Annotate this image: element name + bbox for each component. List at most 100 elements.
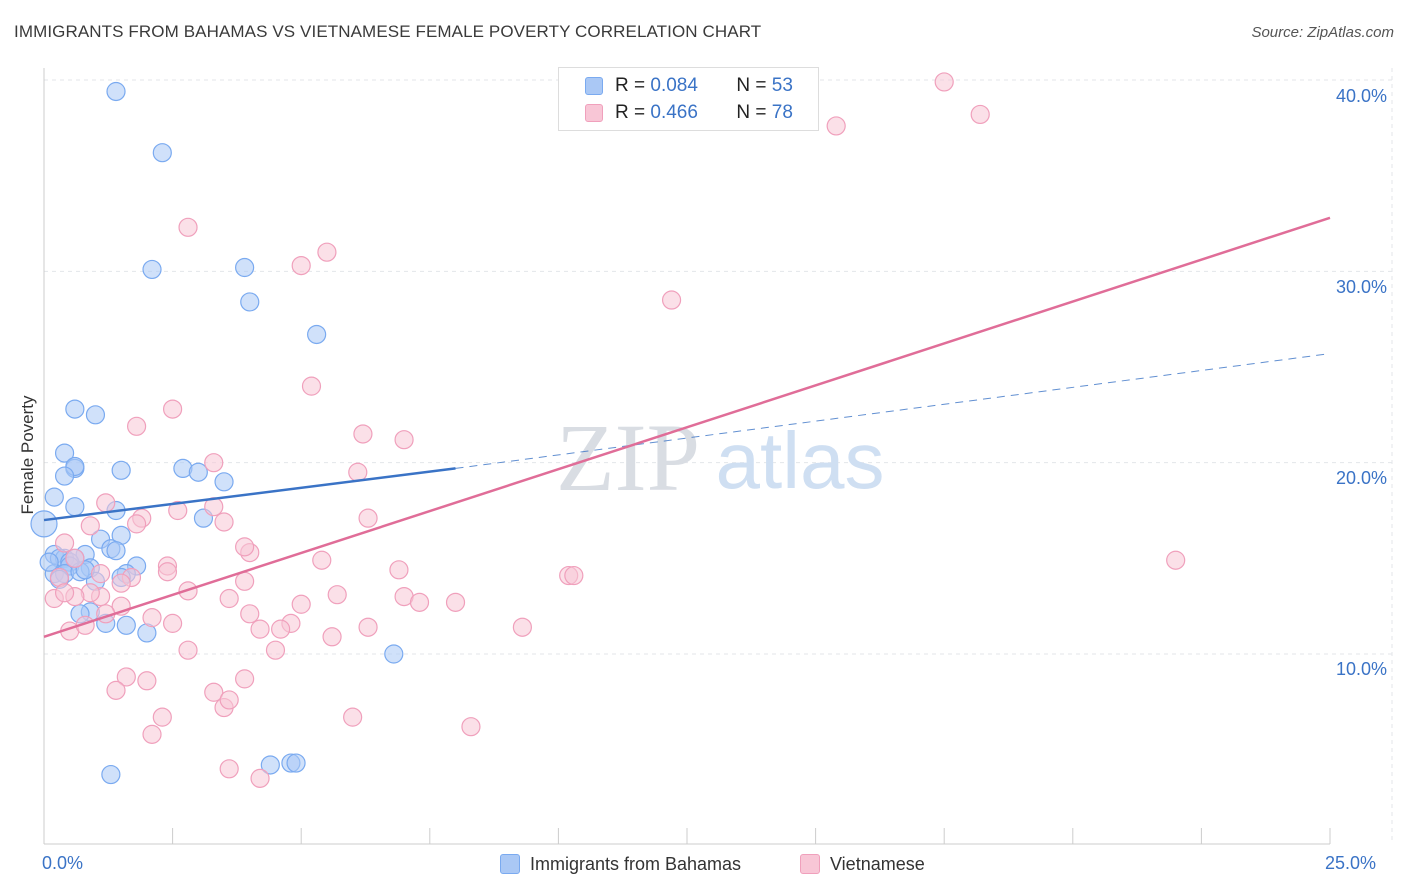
trend-line-bahamas	[43, 467, 456, 522]
point-vietnamese	[358, 508, 378, 528]
point-vietnamese	[214, 512, 234, 532]
point-bahamas	[101, 764, 121, 785]
watermark-zip: ZIP	[556, 404, 700, 511]
legend-r-label: R =	[615, 75, 651, 96]
point-bahamas	[260, 755, 280, 775]
point-bahamas	[85, 405, 106, 425]
point-bahamas	[65, 399, 85, 419]
point-vietnamese	[219, 759, 239, 779]
point-vietnamese	[90, 564, 111, 584]
point-vietnamese	[106, 680, 126, 700]
point-vietnamese	[343, 707, 363, 727]
point-vietnamese	[271, 619, 291, 639]
point-vietnamese	[445, 592, 466, 612]
point-bahamas	[106, 541, 126, 561]
chart-title: IMMIGRANTS FROM BAHAMAS VS VIETNAMESE FE…	[14, 22, 762, 41]
point-bahamas	[384, 644, 404, 664]
point-vietnamese	[250, 768, 270, 788]
point-vietnamese	[358, 617, 378, 637]
point-bahamas	[188, 462, 208, 482]
point-vietnamese	[250, 619, 270, 639]
point-bahamas	[286, 753, 306, 773]
point-vietnamese	[291, 255, 311, 276]
point-vietnamese	[65, 548, 85, 568]
legend-row-vietnamese: R = 0.466 N = 78	[585, 101, 793, 125]
legend-swatch-bahamas	[585, 77, 603, 95]
bottom-legend-label-vietnamese: Vietnamese	[830, 853, 925, 874]
point-vietnamese	[322, 627, 342, 647]
point-bahamas	[111, 460, 131, 480]
legend-n-value: 53	[771, 75, 793, 96]
point-vietnamese	[204, 453, 224, 473]
point-vietnamese	[142, 724, 162, 744]
point-vietnamese	[219, 690, 239, 710]
x-tick-label-max: 25.0%	[1325, 853, 1377, 873]
bottom-legend-vietnamese: Vietnamese	[800, 852, 925, 876]
legend-r-value: 0.084	[650, 75, 698, 96]
point-vietnamese	[394, 430, 414, 450]
point-vietnamese	[178, 640, 198, 660]
point-vietnamese	[291, 594, 311, 614]
point-vietnamese	[317, 242, 337, 262]
point-vietnamese	[116, 667, 136, 687]
point-vietnamese	[152, 707, 172, 727]
point-vietnamese	[312, 550, 332, 570]
point-vietnamese	[389, 560, 409, 580]
point-bahamas	[152, 143, 172, 163]
point-vietnamese	[111, 573, 131, 593]
point-bahamas	[54, 466, 75, 486]
point-vietnamese	[54, 533, 75, 553]
point-vietnamese	[1166, 550, 1186, 570]
point-bahamas	[116, 615, 136, 635]
point-vietnamese	[178, 217, 198, 237]
point-vietnamese	[163, 399, 183, 419]
point-vietnamese	[54, 583, 75, 603]
legend-n-value: 78	[771, 102, 793, 123]
source-label: Source: ZipAtlas.com	[1251, 24, 1394, 41]
point-vietnamese	[970, 104, 990, 125]
point-vietnamese	[265, 640, 286, 660]
point-vietnamese	[826, 116, 846, 136]
axes	[43, 68, 1331, 845]
y-tick-label-40: 40.0%	[1336, 86, 1388, 106]
bottom-legend-bahamas: Immigrants from Bahamas	[500, 852, 741, 876]
point-bahamas	[39, 552, 59, 572]
point-vietnamese	[934, 72, 954, 92]
point-bahamas	[106, 81, 126, 102]
watermark: ZIP atlas	[556, 404, 884, 511]
watermark-atlas: atlas	[716, 416, 885, 505]
point-vietnamese	[564, 565, 584, 586]
point-vietnamese	[235, 669, 255, 689]
point-vietnamese	[301, 376, 322, 396]
correlation-legend: R = 0.084 N = 53 R = 0.466 N = 78	[558, 67, 819, 131]
point-vietnamese	[240, 604, 260, 624]
point-vietnamese	[348, 462, 368, 482]
legend-row-bahamas: R = 0.084 N = 53	[585, 74, 793, 98]
point-vietnamese	[137, 671, 157, 691]
point-vietnamese	[163, 613, 183, 633]
bottom-legend-label-bahamas: Immigrants from Bahamas	[530, 853, 742, 874]
point-vietnamese	[512, 617, 532, 637]
point-bahamas	[240, 292, 260, 312]
point-bahamas	[307, 324, 327, 345]
point-bahamas	[30, 510, 58, 538]
series-vietnamese-points	[44, 72, 1186, 788]
legend-n-label: N =	[736, 75, 772, 96]
y-tick-label-30: 30.0%	[1336, 277, 1388, 297]
trend-line-vietnamese	[43, 216, 1331, 638]
legend-r-label: R =	[615, 102, 651, 123]
point-vietnamese	[157, 562, 178, 582]
point-bahamas	[65, 497, 85, 517]
series-bahamas-points	[30, 81, 404, 785]
point-vietnamese	[142, 608, 162, 628]
point-vietnamese	[461, 717, 481, 737]
trend-lines	[43, 216, 1331, 638]
point-vietnamese	[409, 592, 430, 612]
point-vietnamese	[168, 500, 188, 521]
point-vietnamese	[353, 424, 373, 444]
point-vietnamese	[219, 588, 239, 609]
point-vietnamese	[204, 682, 224, 702]
x-tick-label-min: 0.0%	[42, 853, 84, 873]
point-vietnamese	[235, 537, 255, 557]
